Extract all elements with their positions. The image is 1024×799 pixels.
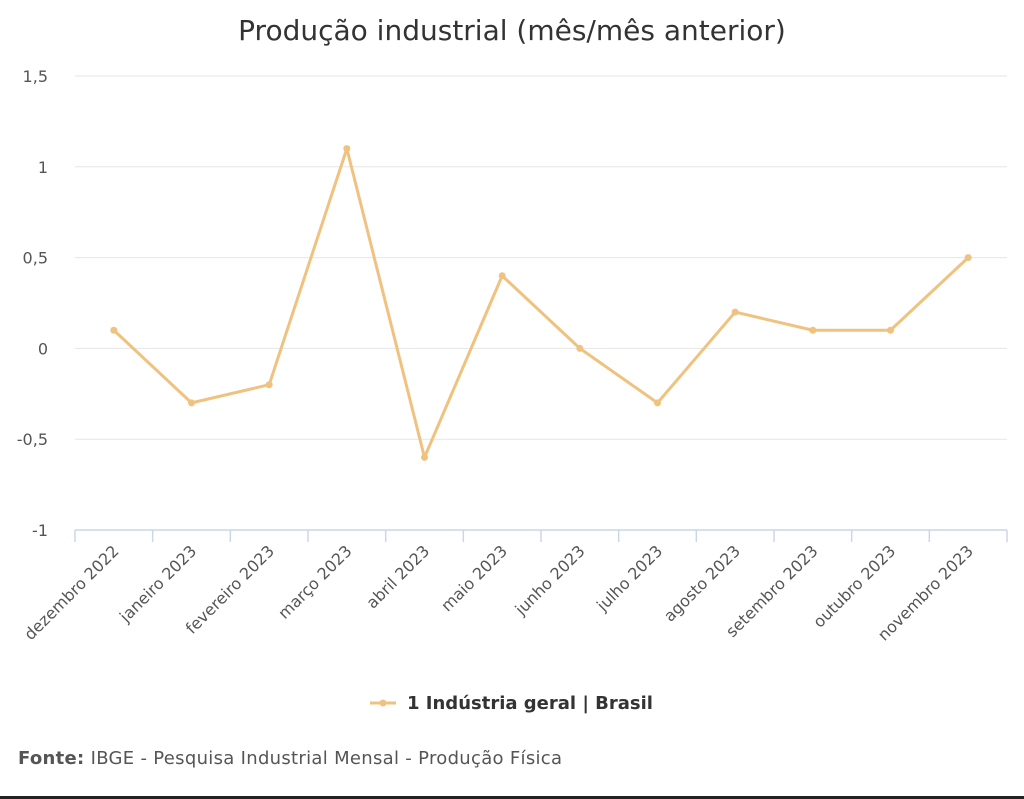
- y-tick-label: 0,5: [23, 249, 48, 268]
- data-point[interactable]: [343, 145, 351, 153]
- x-tick-label: abril 2023: [362, 541, 433, 612]
- y-tick-label: 0: [38, 339, 48, 358]
- legend-marker-swatch: [379, 699, 387, 707]
- source-note: Fonte: IBGE - Pesquisa Industrial Mensal…: [18, 748, 562, 769]
- chart-title: Produção industrial (mês/mês anterior): [238, 14, 786, 47]
- data-point[interactable]: [110, 326, 118, 334]
- legend[interactable]: 1 Indústria geral | Brasil: [370, 693, 653, 714]
- data-point[interactable]: [654, 399, 661, 407]
- data-point[interactable]: [731, 308, 739, 316]
- data-point[interactable]: [188, 399, 195, 407]
- data-point[interactable]: [265, 381, 273, 389]
- data-point[interactable]: [809, 326, 817, 334]
- y-tick-label: 1: [38, 158, 48, 177]
- series-group: [110, 145, 972, 461]
- data-point[interactable]: [576, 344, 584, 352]
- x-tick-label: março 2023: [274, 541, 355, 622]
- source-text: IBGE - Pesquisa Industrial Mensal - Prod…: [90, 748, 563, 769]
- x-tick-label: junho 2023: [511, 541, 589, 619]
- data-point[interactable]: [498, 272, 506, 280]
- x-tick-label: janeiro 2023: [115, 541, 200, 626]
- grid-lines: [75, 75, 1007, 440]
- x-tick-label: maio 2023: [437, 541, 511, 615]
- data-point[interactable]: [964, 254, 972, 262]
- series-line: [112, 147, 970, 459]
- y-tick-label: -1: [32, 521, 48, 540]
- y-tick-label: 1,5: [23, 67, 48, 86]
- x-tick-label: agosto 2023: [660, 541, 744, 625]
- legend-label: 1 Indústria geral | Brasil: [407, 693, 653, 714]
- x-tick-label: dezembro 2022: [20, 541, 122, 643]
- x-tick-label: julho 2023: [592, 541, 666, 615]
- source-label: Fonte:: [18, 748, 85, 769]
- bottom-divider: [0, 796, 1024, 799]
- y-axis: 1,5 1 0,5 0 -0,5 -1: [17, 67, 48, 540]
- y-tick-label: -0,5: [17, 430, 48, 449]
- data-point[interactable]: [887, 326, 894, 334]
- data-point[interactable]: [421, 453, 428, 461]
